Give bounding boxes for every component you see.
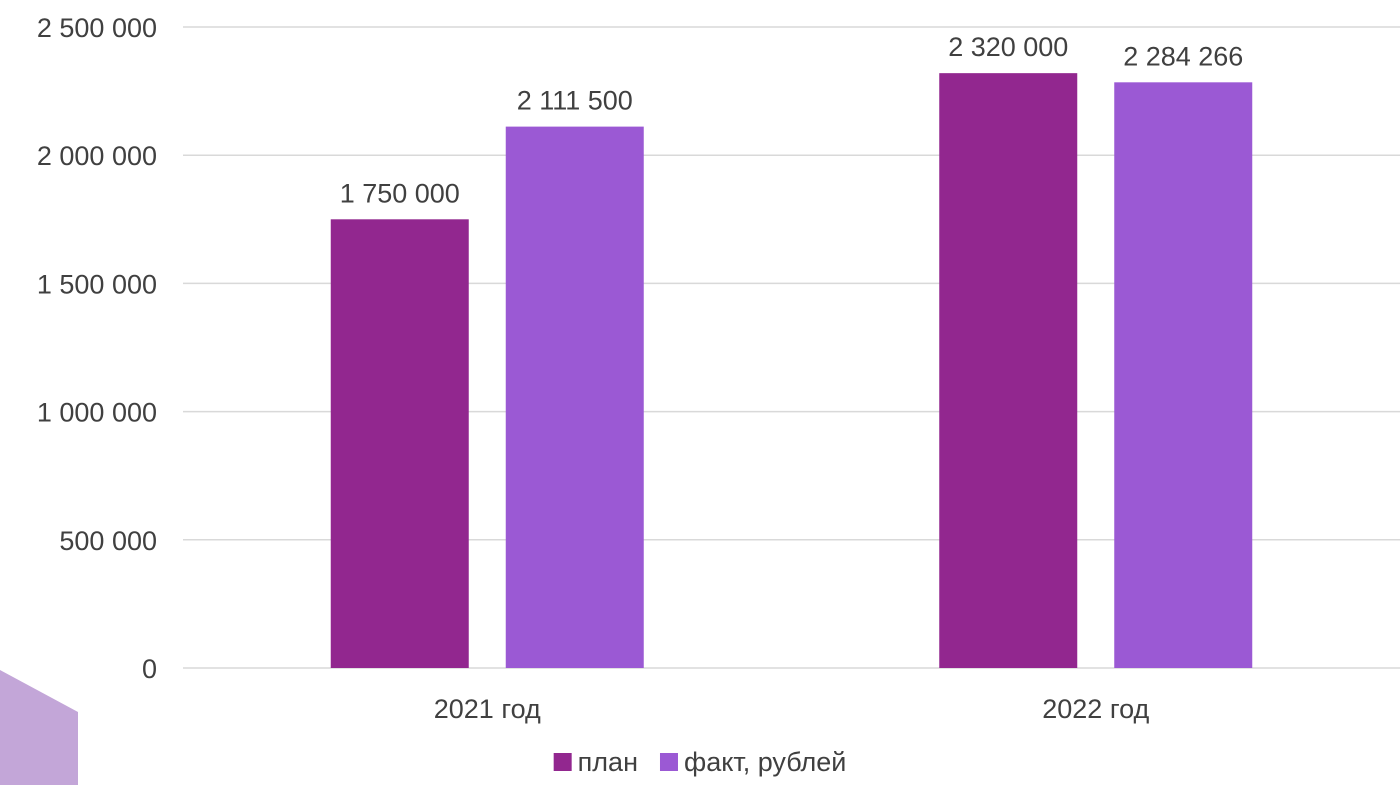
y-tick-label: 1 000 000 <box>37 398 157 428</box>
legend: план факт, рублей <box>553 747 846 777</box>
data-label: 2 320 000 <box>948 32 1068 62</box>
y-tick-label: 500 000 <box>59 526 157 556</box>
y-axis-ticks: 0 500 000 1 000 000 1 500 000 2 000 000 2 500… <box>37 13 157 684</box>
data-label: 2 284 266 <box>1123 41 1243 71</box>
bar <box>330 219 469 669</box>
bar <box>505 126 644 669</box>
x-tick-label: 2022 год <box>1042 694 1149 724</box>
legend-swatch <box>659 753 678 771</box>
y-tick-label: 1 500 000 <box>37 269 157 299</box>
y-tick-label: 2 000 000 <box>37 141 157 171</box>
legend-label: факт, рублей <box>684 747 846 777</box>
bars <box>330 73 1253 669</box>
data-label: 1 750 000 <box>340 178 460 208</box>
x-axis-ticks: 2021 год 2022 год <box>434 694 1150 724</box>
y-tick-label: 2 500 000 <box>37 13 157 43</box>
data-labels: 1 750 000 2 111 500 2 320 000 2 284 266 <box>340 32 1244 208</box>
y-tick-label: 0 <box>142 654 157 684</box>
bar <box>1114 82 1253 668</box>
bar <box>939 73 1078 669</box>
decorative-corner-shape <box>0 670 78 785</box>
data-label: 2 111 500 <box>517 86 633 116</box>
x-tick-label: 2021 год <box>434 694 541 724</box>
legend-swatch <box>553 753 572 771</box>
legend-label: план <box>578 747 638 777</box>
